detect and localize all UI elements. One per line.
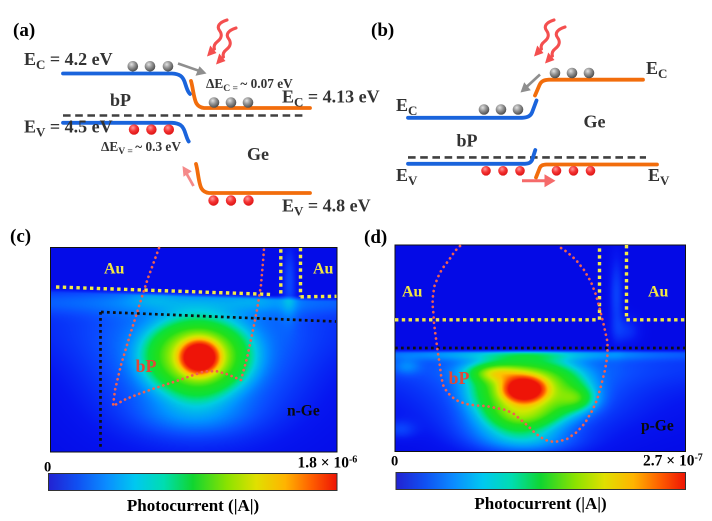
svg-text:n-Ge: n-Ge — [287, 403, 320, 420]
svg-text:(a): (a) — [13, 20, 35, 41]
svg-text:bP: bP — [110, 90, 131, 110]
svg-text:Photocurrent (|A|): Photocurrent (|A|) — [127, 496, 259, 515]
svg-text:2.7 × 10-7: 2.7 × 10-7 — [643, 453, 703, 470]
svg-text:Au: Au — [402, 284, 423, 301]
svg-text:Ge: Ge — [247, 144, 269, 164]
svg-text:EV = 4.5 eV: EV = 4.5 eV — [24, 117, 113, 140]
svg-text:bP: bP — [457, 131, 478, 151]
svg-text:(c): (c) — [10, 226, 31, 247]
svg-text:(d): (d) — [364, 227, 387, 248]
svg-text:bP: bP — [449, 368, 470, 388]
svg-text:ΔEV = ~ 0.3 eV: ΔEV = ~ 0.3 eV — [101, 139, 181, 157]
svg-text:Au: Au — [313, 261, 334, 278]
svg-text:bP: bP — [136, 356, 157, 376]
svg-text:(b): (b) — [371, 20, 394, 41]
svg-text:Au: Au — [648, 284, 669, 301]
svg-text:EC = 4.13 eV: EC = 4.13 eV — [282, 87, 380, 110]
svg-text:Ge: Ge — [584, 112, 606, 132]
svg-text:0: 0 — [44, 460, 51, 476]
svg-text:Au: Au — [104, 261, 125, 278]
svg-text:ΔEC = ~ 0.07 eV: ΔEC = ~ 0.07 eV — [206, 76, 293, 94]
svg-text:p-Ge: p-Ge — [641, 418, 674, 435]
svg-text:Photocurrent (|A|): Photocurrent (|A|) — [474, 494, 606, 513]
svg-text:EC = 4.2 eV: EC = 4.2 eV — [24, 49, 113, 72]
svg-text:EC: EC — [646, 58, 667, 81]
svg-text:1.8 × 10-6: 1.8 × 10-6 — [298, 455, 358, 472]
svg-text:EV: EV — [648, 165, 670, 188]
svg-text:0: 0 — [391, 454, 398, 470]
svg-text:EV = 4.8 eV: EV = 4.8 eV — [282, 196, 371, 219]
svg-text:EC: EC — [396, 95, 417, 118]
svg-text:EV: EV — [396, 165, 418, 188]
